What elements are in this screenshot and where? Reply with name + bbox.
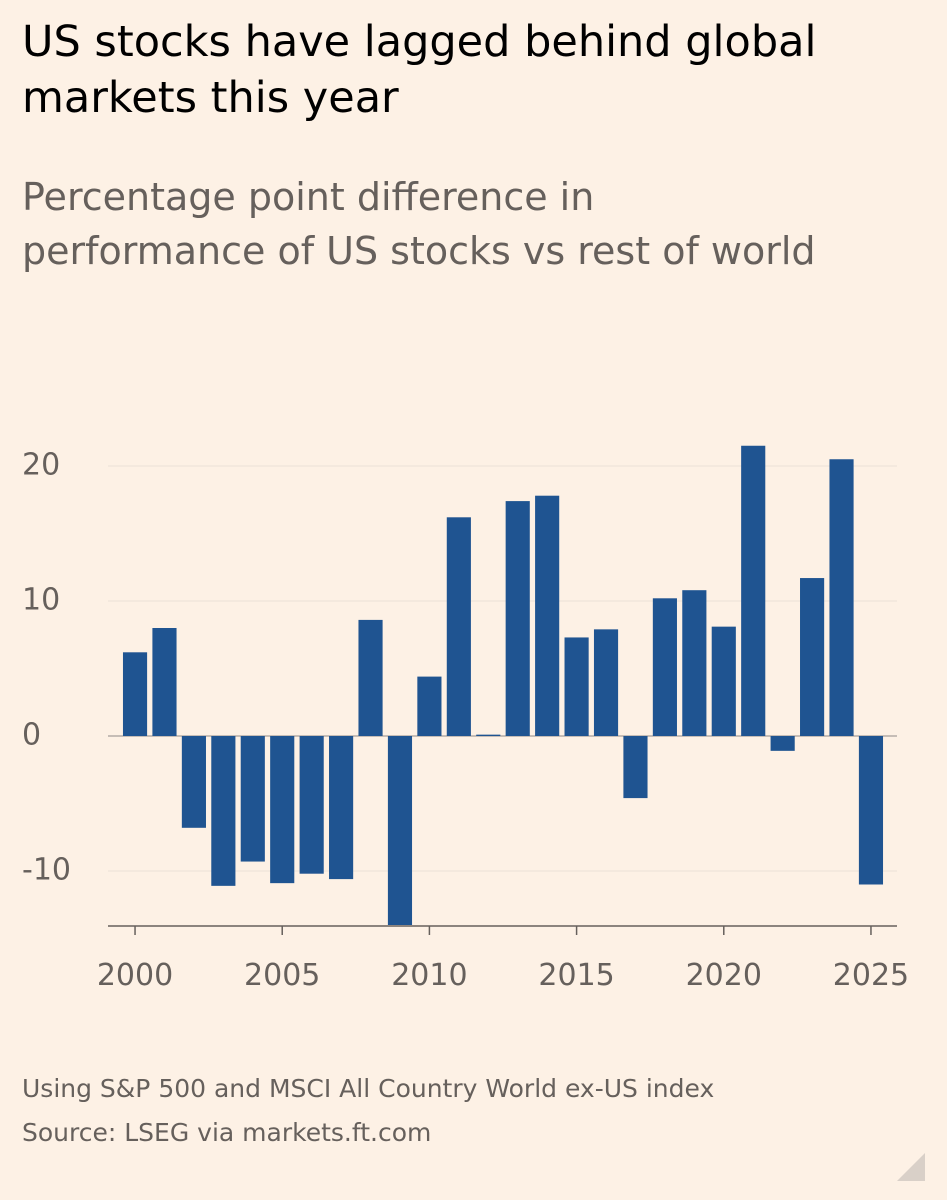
source: Source: LSEG via markets.ft.com	[22, 1118, 432, 1147]
bar	[535, 495, 560, 736]
chart: -10 0 10 20 2000 2005 2010 2015 2020 2025	[22, 445, 909, 993]
chart-title: US stocks have lagged behind global mark…	[22, 17, 817, 123]
bar	[505, 501, 530, 736]
bar	[181, 736, 206, 828]
bar	[741, 445, 766, 736]
x-tick-label: 2005	[244, 958, 320, 993]
x-tick-label: 2000	[97, 958, 173, 993]
bar	[299, 736, 324, 874]
bar	[682, 590, 707, 736]
bar	[858, 736, 884, 885]
bar	[652, 598, 677, 736]
bar	[122, 652, 148, 736]
bar	[446, 517, 471, 736]
y-tick-label: 10	[22, 583, 60, 618]
y-tick-label: 0	[22, 718, 41, 753]
bar	[476, 734, 501, 736]
bar	[329, 736, 354, 880]
note: Using S&P 500 and MSCI All Country World…	[22, 1074, 715, 1103]
x-tick-label: 2020	[686, 958, 762, 993]
x-tick-label: 2015	[538, 958, 614, 993]
bar	[211, 736, 236, 886]
chart-subtitle: Percentage point difference in performan…	[22, 175, 816, 273]
x-tick-label: 2025	[833, 958, 909, 993]
bar	[593, 629, 619, 736]
bar	[623, 736, 648, 799]
bar	[152, 628, 177, 736]
bar	[800, 578, 825, 736]
resize-corner	[897, 1153, 925, 1181]
y-tick-label: -10	[22, 853, 71, 888]
x-tick-label: 2010	[391, 958, 467, 993]
bar	[270, 736, 295, 884]
bar	[770, 736, 795, 751]
bar	[711, 626, 736, 736]
y-tick-label: 20	[22, 448, 60, 483]
bar	[417, 676, 442, 736]
bar	[240, 736, 265, 862]
bar	[829, 459, 854, 736]
bar	[564, 637, 589, 736]
bar	[358, 619, 383, 736]
bar	[387, 736, 413, 925]
